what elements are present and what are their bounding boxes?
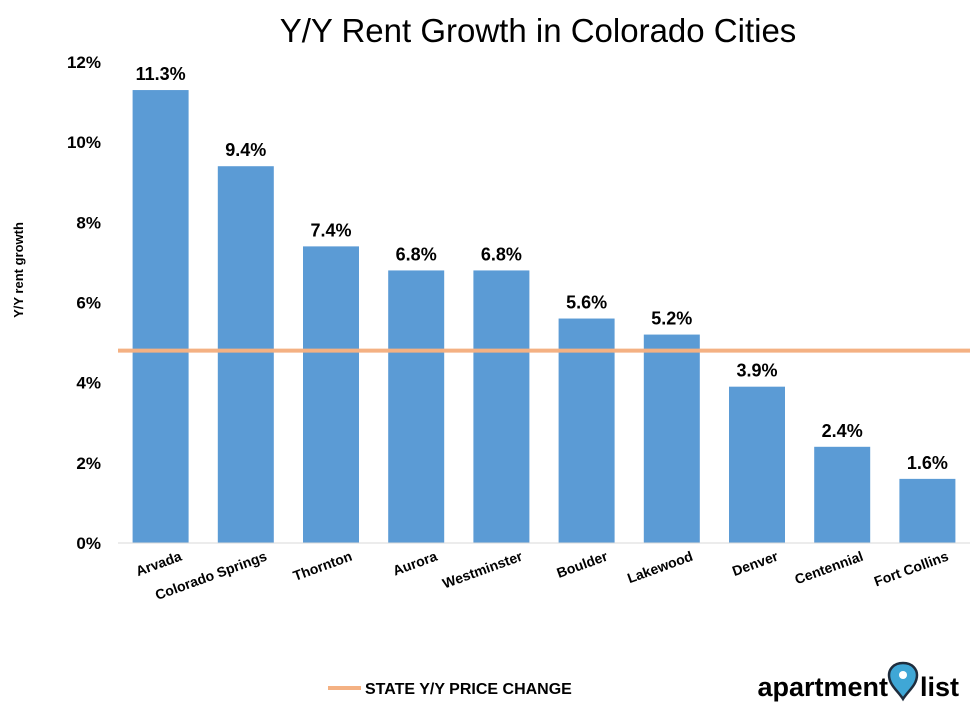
bar — [899, 478, 956, 543]
data-labels: 11.3% 9.4% 7.4% 6.8% 6.8% 5.6% 5.2% 3.9% 2.4% 1.6… — [136, 64, 948, 473]
bar — [814, 446, 871, 543]
bar — [643, 334, 700, 543]
y-axis-label: Y/Y rent growth — [11, 222, 26, 318]
y-tick-label: 10% — [67, 133, 101, 152]
brand-logo-right: list — [920, 672, 959, 702]
bar — [132, 90, 189, 543]
legend: STATE Y/Y PRICE CHANGE — [328, 681, 572, 698]
data-label: 6.8% — [481, 244, 522, 264]
x-tick-label: Centennial — [792, 548, 865, 588]
y-tick-label: 6% — [76, 294, 101, 313]
y-tick-label: 0% — [76, 534, 101, 553]
data-label: 2.4% — [822, 421, 863, 441]
bars — [132, 90, 956, 543]
bar — [473, 270, 530, 543]
map-pin-icon — [887, 661, 919, 702]
bar — [558, 318, 615, 543]
x-tick-label: Denver — [730, 548, 781, 579]
legend-label: STATE Y/Y PRICE CHANGE — [365, 681, 572, 698]
x-tick-label: Arvada — [134, 548, 184, 579]
x-tick-label: Westminster — [440, 548, 525, 592]
bar — [303, 246, 359, 543]
bar — [729, 386, 785, 543]
data-label: 3.9% — [736, 361, 777, 381]
x-tick-label: Thornton — [291, 548, 354, 584]
data-label: 1.6% — [907, 453, 948, 473]
data-label: 5.2% — [651, 309, 692, 329]
brand-logo: apartment list — [757, 661, 959, 702]
x-tick-label: Fort Collins — [872, 548, 951, 590]
data-label: 9.4% — [225, 140, 266, 160]
x-tick-label: Boulder — [554, 548, 610, 581]
brand-logo-left: apartment — [757, 672, 888, 702]
x-tick-label: Aurora — [391, 548, 440, 579]
bar — [217, 166, 274, 543]
data-label: 7.4% — [310, 220, 351, 240]
y-tick-label: 2% — [76, 454, 101, 473]
y-tick-label: 4% — [76, 374, 101, 393]
data-label: 5.6% — [566, 293, 607, 313]
data-label: 11.3% — [136, 64, 186, 84]
bar — [388, 270, 445, 543]
x-tick-label: Lakewood — [625, 548, 695, 586]
y-tick-label: 12% — [67, 53, 101, 72]
data-label: 6.8% — [396, 244, 437, 264]
chart-title: Y/Y Rent Growth in Colorado Cities — [280, 12, 797, 49]
y-axis-ticks: 0% 2% 4% 6% 8% 10% 12% — [67, 53, 101, 553]
y-tick-label: 8% — [76, 213, 101, 232]
